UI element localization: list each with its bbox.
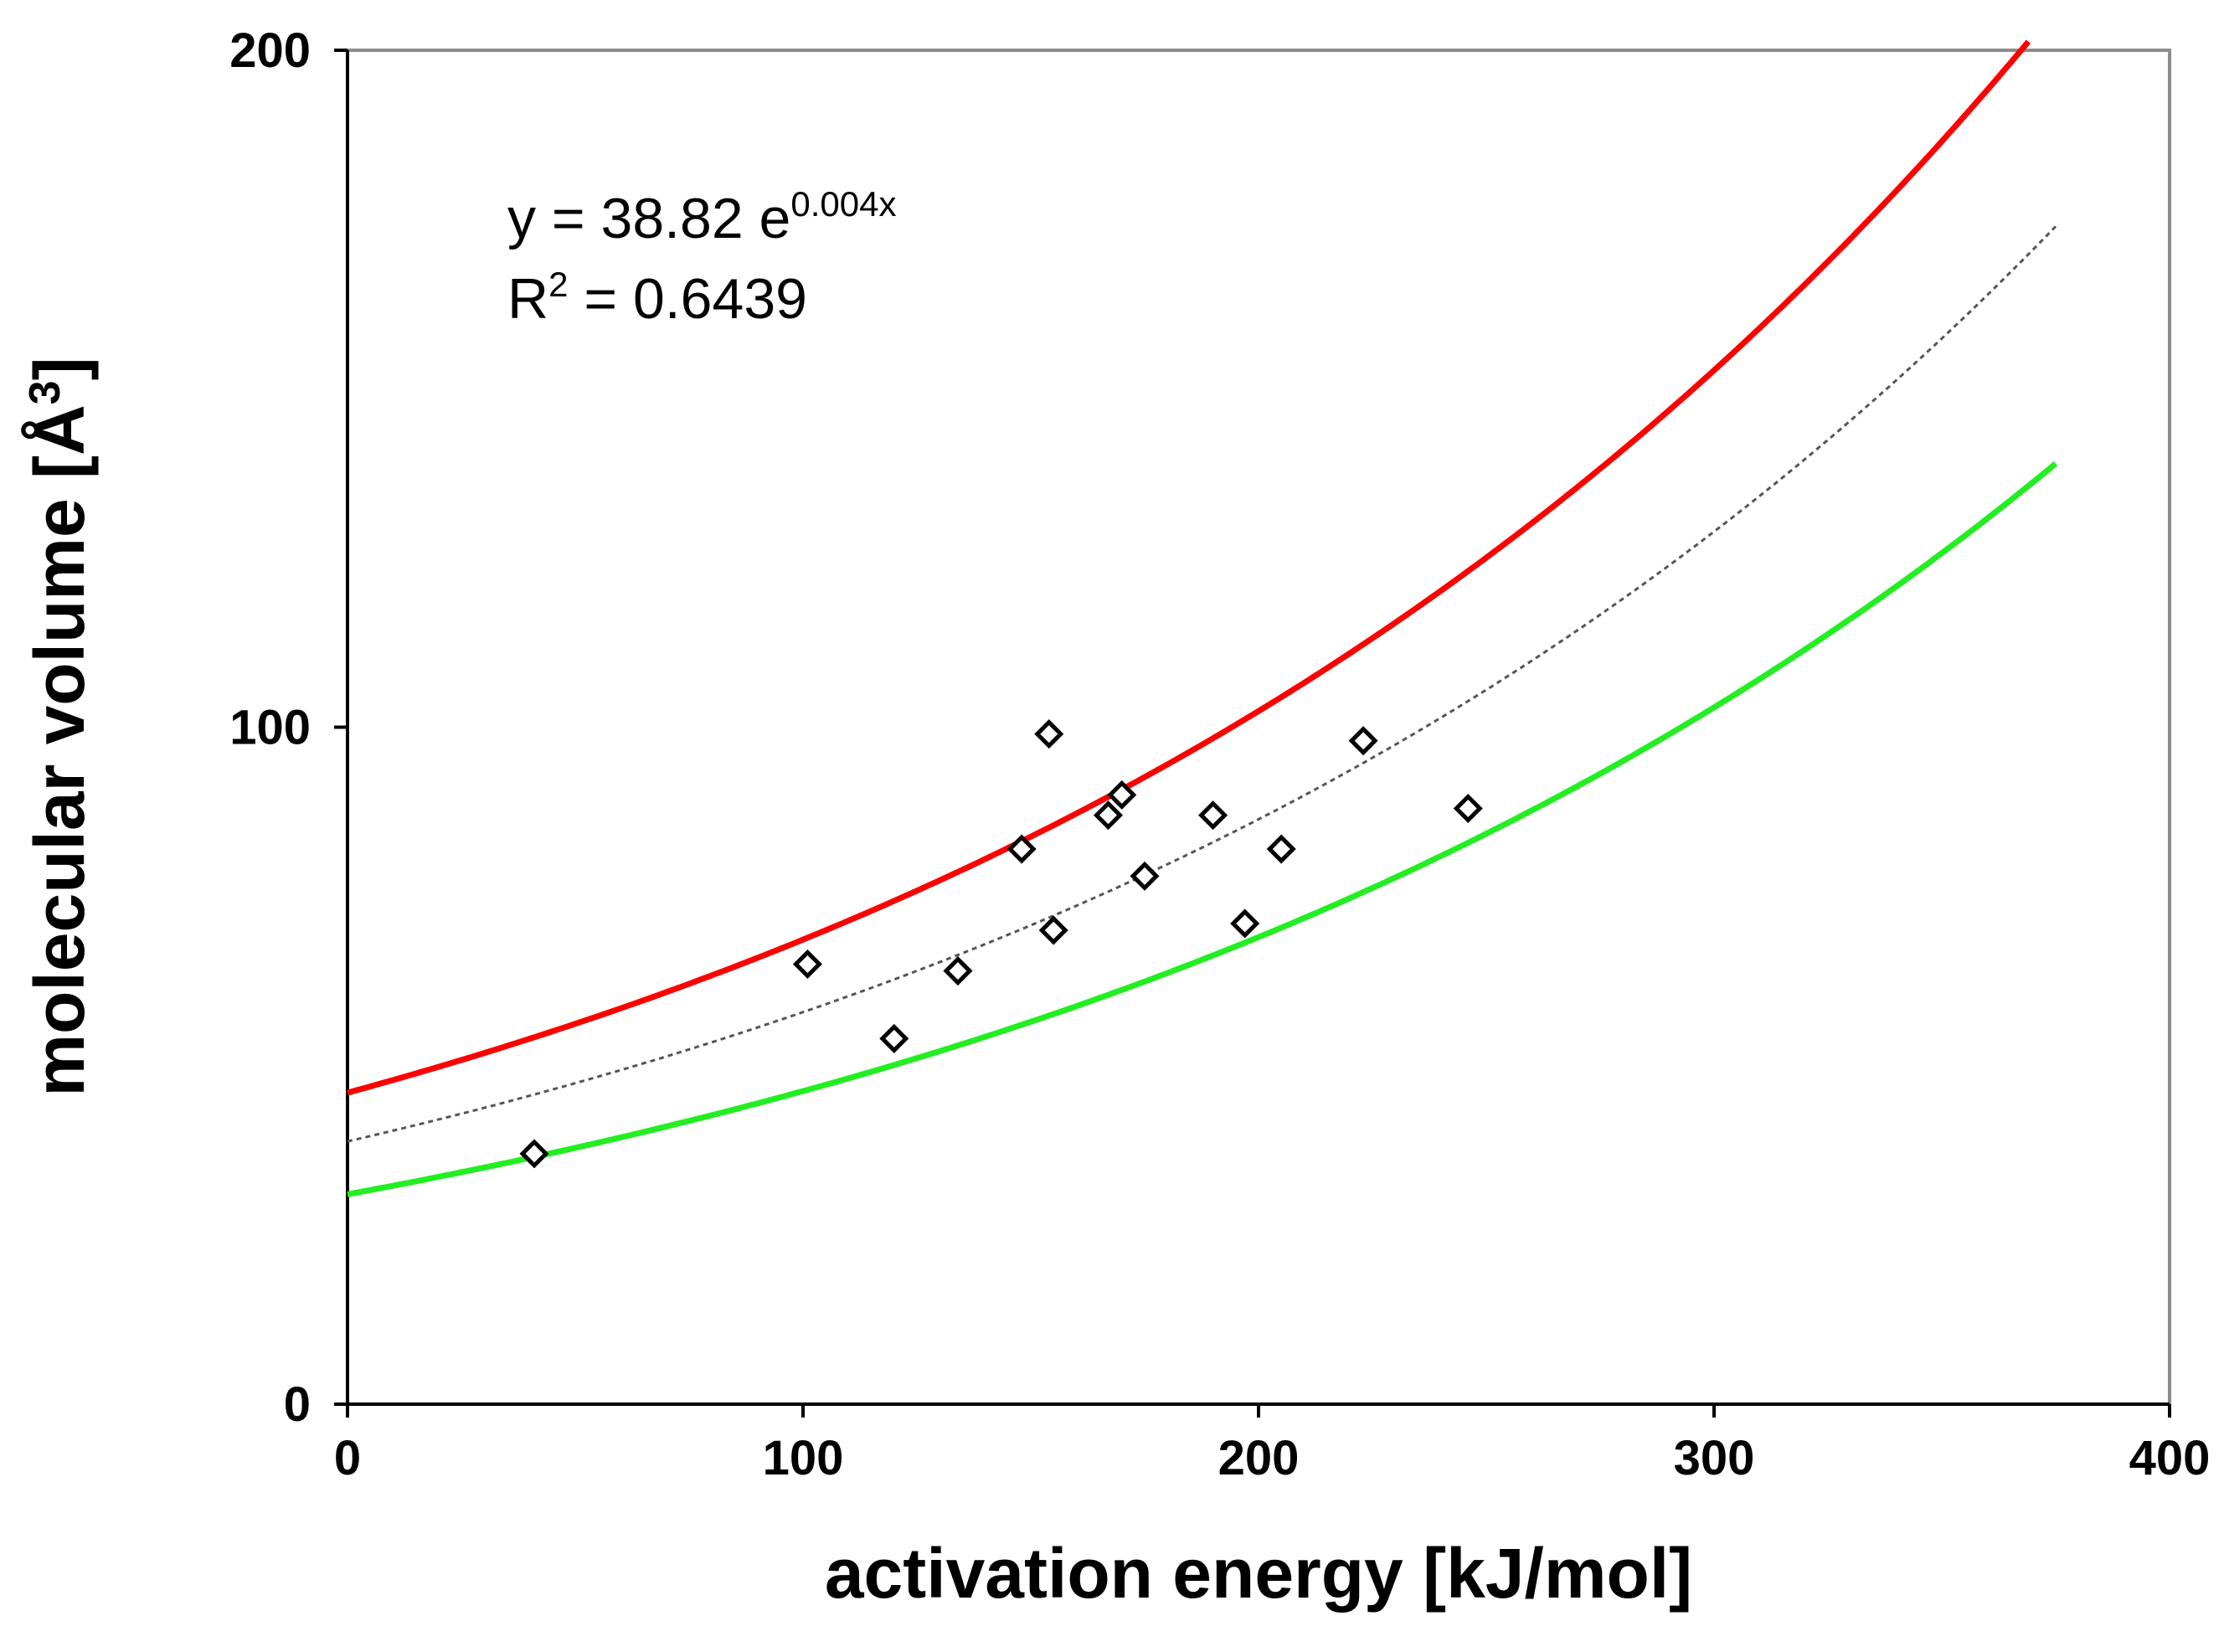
upper-bound-curve	[347, 39, 2031, 1096]
data-point	[1198, 800, 1228, 831]
data-point	[1453, 793, 1483, 824]
x-tick-label: 0	[334, 1431, 361, 1485]
r-squared-prefix: R	[507, 267, 548, 331]
y-axis-title-close: ]	[20, 357, 99, 380]
curves-layer	[347, 39, 2058, 1197]
y-axis-title-sup: 3	[21, 380, 70, 404]
y-axis-title: molecular volume [Å3]	[20, 357, 99, 1096]
y-tick-label: 100	[229, 701, 311, 755]
fit-equation-base: y = 38.82 e	[507, 187, 790, 250]
ticks-layer: 0 100 200 300 400 0 100 200	[229, 23, 2210, 1485]
data-point	[792, 949, 822, 980]
r-squared-value: = 0.6439	[568, 267, 806, 331]
data-point	[1107, 780, 1137, 810]
x-axis-title: activation energy [kJ/mol]	[825, 1534, 1692, 1613]
data-point	[1348, 726, 1378, 756]
data-point	[943, 956, 973, 986]
lower-bound-curve	[347, 461, 2058, 1197]
fit-equation-exponent: 0.004x	[790, 184, 896, 224]
y-tick-label: 200	[229, 23, 311, 78]
r-squared-sup: 2	[548, 265, 568, 304]
data-point	[519, 1139, 549, 1169]
y-axis-title-main: molecular volume [Å	[20, 404, 99, 1096]
data-point	[1130, 861, 1160, 891]
data-point	[1266, 834, 1296, 864]
plot-frame	[346, 49, 2171, 1406]
data-point	[879, 1023, 909, 1053]
r-squared: R2 = 0.6439	[507, 265, 807, 331]
x-tick-label: 400	[2129, 1431, 2211, 1485]
points-layer	[519, 719, 1483, 1169]
x-tick-label: 300	[1674, 1431, 1755, 1485]
data-point	[1006, 834, 1037, 864]
x-tick-label: 100	[763, 1431, 844, 1485]
data-point	[1093, 800, 1124, 831]
x-tick-label: 200	[1218, 1431, 1300, 1485]
y-tick-label: 0	[284, 1377, 311, 1432]
data-point	[1230, 908, 1260, 939]
fit-curve	[347, 225, 2057, 1143]
data-point	[1038, 915, 1068, 945]
data-point	[1034, 719, 1064, 749]
fit-equation: y = 38.82 e0.004x	[507, 184, 896, 250]
